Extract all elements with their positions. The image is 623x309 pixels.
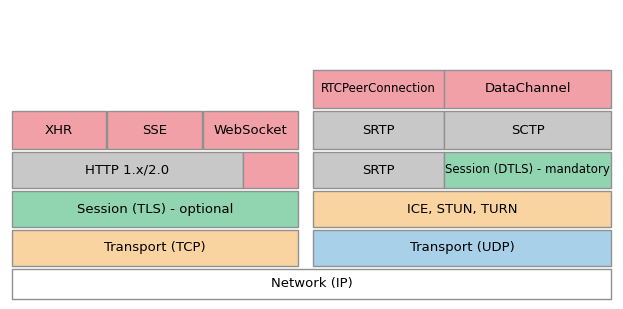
Bar — [12, 111, 107, 149]
Text: Transport (UDP): Transport (UDP) — [410, 242, 515, 255]
Text: DataChannel: DataChannel — [484, 83, 571, 95]
Bar — [313, 152, 444, 188]
Text: SRTP: SRTP — [362, 163, 395, 176]
Text: Network (IP): Network (IP) — [270, 277, 353, 290]
Text: SRTP: SRTP — [362, 124, 395, 137]
Bar — [313, 70, 444, 108]
Bar — [444, 111, 611, 149]
Text: RTCPeerConnection: RTCPeerConnection — [321, 83, 436, 95]
Bar — [12, 230, 298, 266]
Bar — [444, 152, 611, 188]
Text: ICE, STUN, TURN: ICE, STUN, TURN — [407, 202, 517, 215]
Bar — [202, 111, 298, 149]
Bar — [107, 111, 202, 149]
Text: XHR: XHR — [45, 124, 74, 137]
Bar — [313, 230, 611, 266]
Bar — [12, 191, 298, 227]
Bar — [313, 111, 444, 149]
Bar — [12, 269, 611, 299]
Text: HTTP 1.x/2.0: HTTP 1.x/2.0 — [85, 163, 169, 176]
Bar — [243, 152, 298, 188]
Text: WebSocket: WebSocket — [214, 124, 287, 137]
Text: SSE: SSE — [142, 124, 167, 137]
Bar — [444, 70, 611, 108]
Text: Session (TLS) - optional: Session (TLS) - optional — [77, 202, 233, 215]
Bar — [12, 152, 243, 188]
Text: SCTP: SCTP — [511, 124, 545, 137]
Text: Transport (TCP): Transport (TCP) — [104, 242, 206, 255]
Text: Session (DTLS) - mandatory: Session (DTLS) - mandatory — [445, 163, 610, 176]
Bar — [313, 191, 611, 227]
